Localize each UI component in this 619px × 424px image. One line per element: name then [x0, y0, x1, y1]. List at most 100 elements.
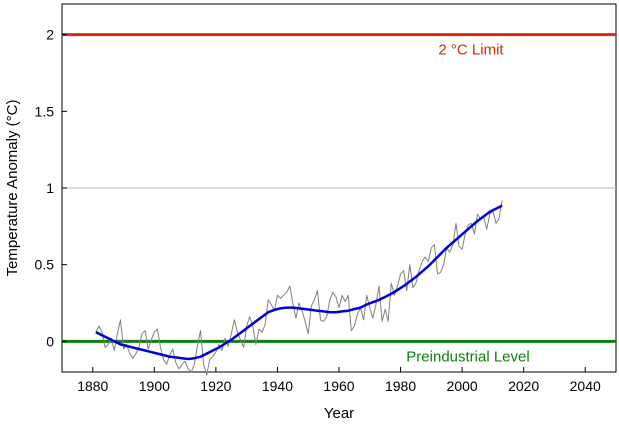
series-annual-point	[175, 362, 176, 363]
series-annual-point	[458, 246, 459, 247]
series-annual-point	[237, 332, 238, 333]
series-annual-point	[468, 224, 469, 225]
x-tick-label: 1980	[385, 378, 416, 394]
series-annual-point	[495, 223, 496, 224]
series-annual-point	[351, 330, 352, 331]
series-annual-point	[381, 321, 382, 322]
series-annual-point	[308, 333, 309, 334]
series-annual-point	[181, 364, 182, 365]
series-smoothed-point	[169, 356, 170, 357]
series-annual-point	[363, 319, 364, 320]
series-annual-point	[243, 347, 244, 348]
series-annual-point	[422, 261, 423, 262]
series-annual-point	[397, 286, 398, 287]
series-annual-point	[391, 282, 392, 283]
series-annual-point	[135, 353, 136, 354]
series-annual-point	[117, 333, 118, 334]
series-annual-point	[394, 295, 395, 296]
series-annual-point	[132, 358, 133, 359]
x-tick-label: 1960	[323, 378, 354, 394]
y-tick-label: 0.5	[35, 257, 55, 273]
series-annual-point	[188, 368, 189, 369]
series-smoothed-point	[428, 266, 429, 267]
series-annual-point	[471, 223, 472, 224]
series-smoothed-point	[280, 308, 281, 309]
series-smoothed-point	[409, 281, 410, 282]
series-annual-point	[221, 350, 222, 351]
series-smoothed-point	[237, 335, 238, 336]
series-annual-point	[305, 321, 306, 322]
series-smoothed-point	[354, 309, 355, 310]
series-annual-point	[271, 304, 272, 305]
series-annual-point	[234, 319, 235, 320]
reference-line-label-0: 2 °C Limit	[438, 42, 504, 59]
series-smoothed-point	[261, 316, 262, 317]
series-annual-point	[320, 319, 321, 320]
series-annual-point	[261, 332, 262, 333]
series-smoothed-point	[255, 321, 256, 322]
series-smoothed-point	[268, 312, 269, 313]
series-annual-point	[268, 299, 269, 300]
series-smoothed-point	[286, 307, 287, 308]
plot-area: 2 °C Limit Preindustrial Level 1880 1900 192…	[35, 3, 617, 394]
series-annual-point	[415, 282, 416, 283]
series-annual-point	[502, 200, 503, 201]
series-annual-point	[443, 264, 444, 265]
series-annual-point	[437, 273, 438, 274]
series-annual-point	[375, 304, 376, 305]
series-annual-point	[289, 286, 290, 287]
series-annual-point	[194, 364, 195, 365]
x-tick-label: 1880	[77, 378, 108, 394]
series-smoothed-point	[95, 332, 96, 333]
series-annual-point	[455, 223, 456, 224]
reference-line-label-2: Preindustrial Level	[406, 348, 529, 365]
series-annual-point	[311, 305, 312, 306]
series-annual-point	[160, 347, 161, 348]
series-annual-point	[120, 319, 121, 320]
series-annual-point	[166, 364, 167, 365]
series-annual-point	[292, 302, 293, 303]
series-annual-point	[409, 264, 410, 265]
series-smoothed-line	[95, 204, 503, 361]
series-annual-point	[163, 359, 164, 360]
y-axis-label: Temperature Anomaly (°C)	[4, 100, 21, 277]
series-annual-point	[108, 344, 109, 345]
series-smoothed-point	[391, 293, 392, 294]
series-smoothed-point	[458, 236, 459, 237]
series-annual-point	[400, 273, 401, 274]
series-annual-point	[206, 374, 207, 375]
series-annual-point	[378, 286, 379, 287]
series-annual-point	[283, 295, 284, 296]
series-smoothed-point	[181, 358, 182, 359]
series-annual-point	[345, 301, 346, 302]
series-annual-point	[178, 368, 179, 369]
series-annual-point	[366, 295, 367, 296]
series-annual-point	[104, 347, 105, 348]
series-annual-point	[98, 325, 99, 326]
series-annual-point	[255, 344, 256, 345]
series-annual-point	[474, 233, 475, 234]
series-annual-point	[157, 328, 158, 329]
series-smoothed-point	[225, 343, 226, 344]
y-tick-label: 1.5	[35, 103, 55, 119]
series-smoothed-point	[138, 348, 139, 349]
series-smoothed-point	[194, 358, 195, 359]
series-smoothed-point	[114, 341, 115, 342]
series-smoothed-point	[249, 325, 250, 326]
series-annual-point	[323, 321, 324, 322]
series-smoothed-point	[120, 344, 121, 345]
series-smoothed-point	[378, 299, 379, 300]
series-annual-point	[403, 270, 404, 271]
series-smoothed-point	[298, 308, 299, 309]
series-smoothed-point	[477, 220, 478, 221]
series-annual-point	[129, 353, 130, 354]
series-annual-point	[145, 330, 146, 331]
series-annual-point	[332, 292, 333, 293]
series-annual-point	[388, 321, 389, 322]
series-annual-point	[317, 290, 318, 291]
y-tick-label: 2	[46, 27, 54, 43]
series-smoothed-point	[372, 302, 373, 303]
series-annual-point	[265, 324, 266, 325]
series-annual-point	[151, 339, 152, 340]
